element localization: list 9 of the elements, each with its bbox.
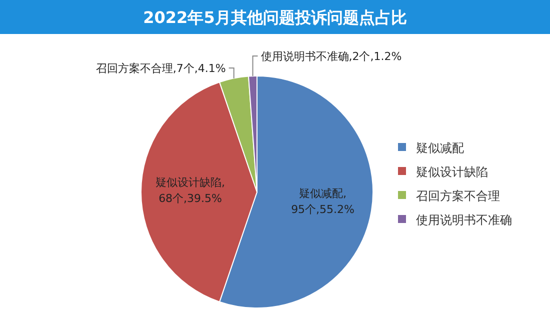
legend-label: 召回方案不合理 <box>416 189 500 203</box>
legend-label: 使用说明书不准确 <box>416 213 512 227</box>
chart-title: 2022年5月其他问题投诉问题点占比 <box>143 8 407 27</box>
legend-label: 疑似减配 <box>416 141 464 155</box>
data-label: 疑似减配,95个,55.2% <box>291 186 355 216</box>
data-label: 疑似设计缺陷,68个,39.5% <box>156 176 226 205</box>
legend-label: 疑似设计缺陷 <box>416 165 488 179</box>
data-label: 使用说明书不准确,2个,1.2% <box>260 50 402 63</box>
data-label: 召回方案不合理,7个,4.1% <box>96 62 226 75</box>
